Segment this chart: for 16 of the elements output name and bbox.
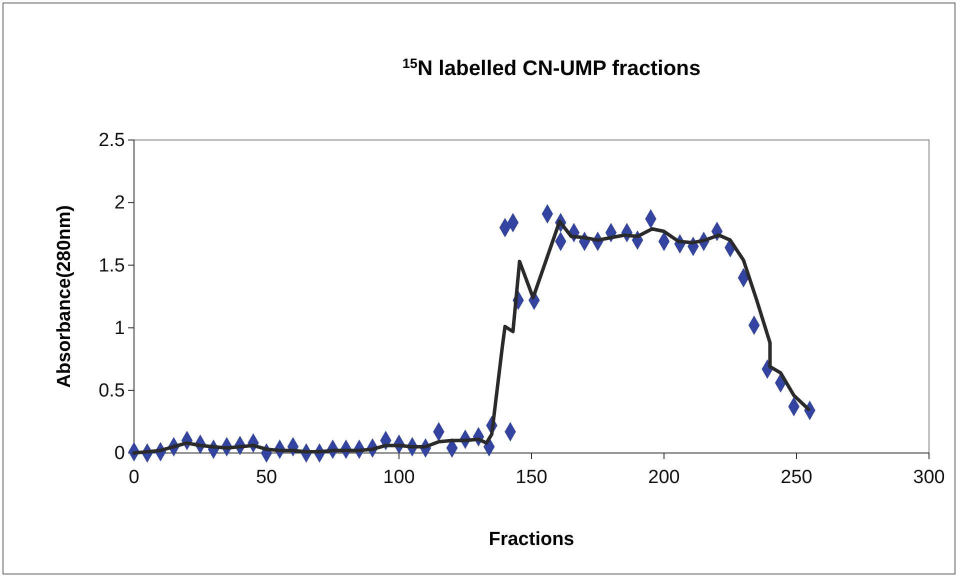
x-tick-label: 50: [256, 466, 278, 488]
x-tick-label: 200: [648, 466, 680, 488]
y-tick-label: 1: [114, 318, 125, 339]
x-axis-title: Fractions: [488, 529, 574, 550]
y-tick-label: 2.5: [98, 130, 125, 152]
chart-title: $^{15}$N labelled CN-UMP fractions: [402, 56, 701, 80]
x-tick-label: 300: [913, 466, 945, 488]
y-axis-title: Absorbance(280nm): [54, 205, 75, 388]
x-tick-label: 0: [128, 466, 140, 488]
y-tick-label: 1.5: [98, 255, 125, 276]
y-tick-label: 2: [114, 192, 125, 214]
y-tick-label: 0.5: [98, 380, 125, 402]
y-tick-label: 0: [114, 443, 125, 464]
x-tick-label: 100: [383, 466, 415, 488]
x-tick-label: 150: [516, 466, 548, 488]
x-tick-label: 250: [780, 466, 812, 488]
